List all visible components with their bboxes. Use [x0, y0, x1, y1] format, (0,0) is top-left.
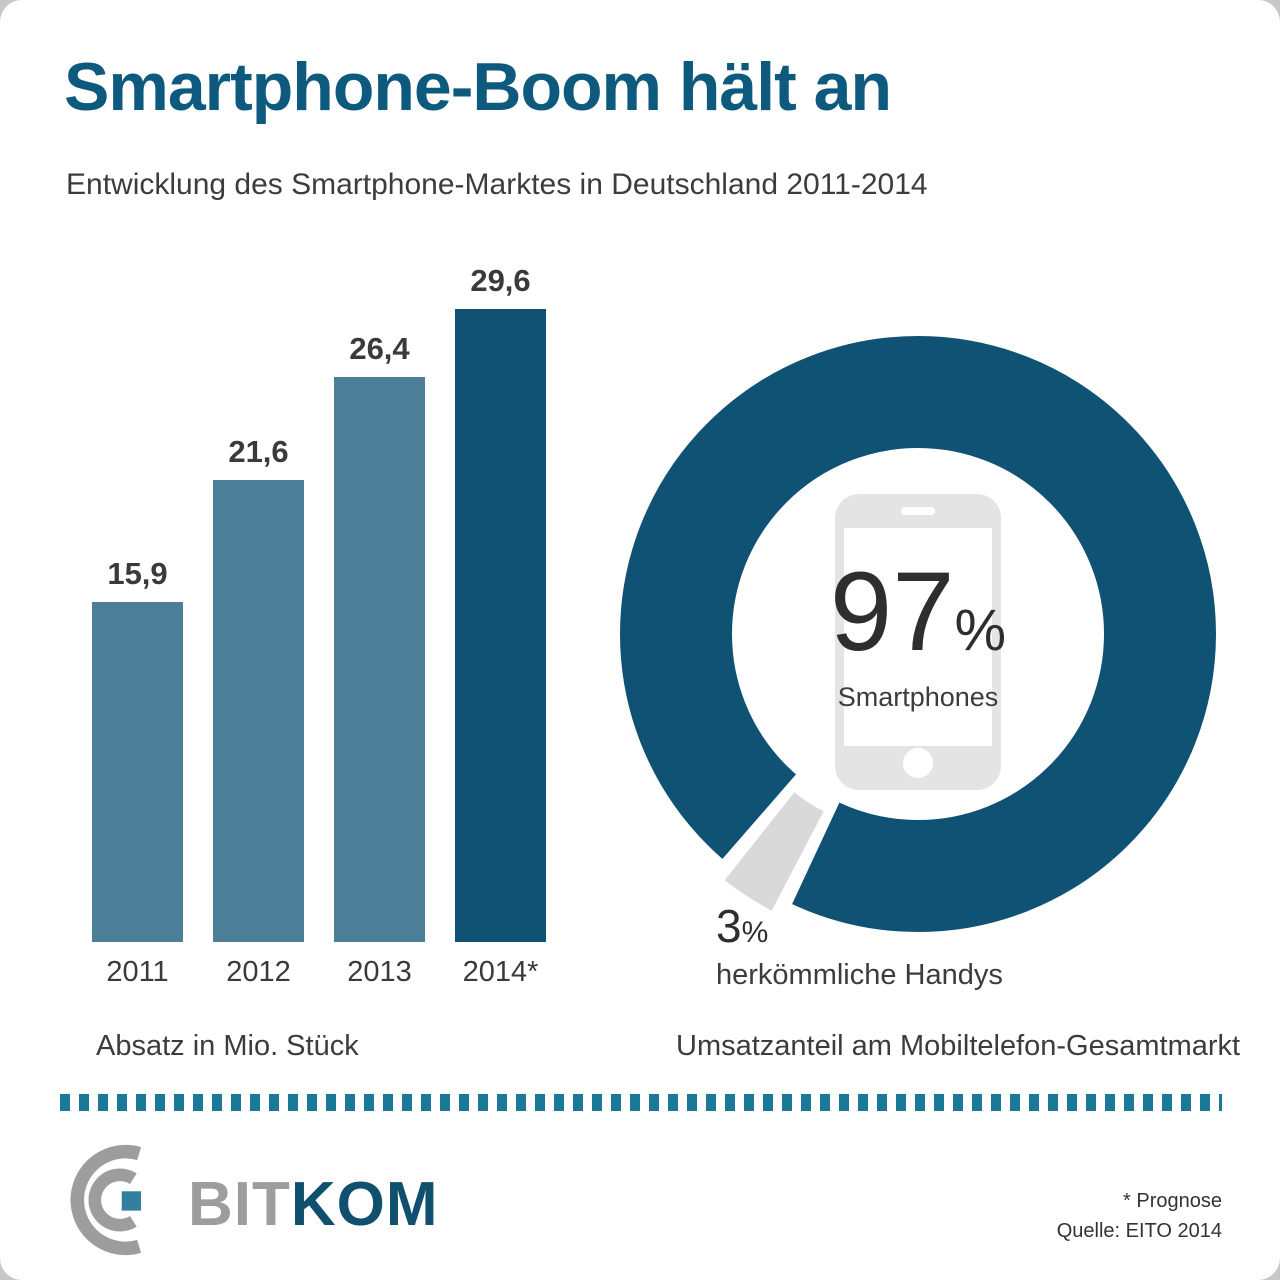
bar-category-label: 2011 — [106, 956, 169, 988]
bitkom-logo: BITKOM — [56, 1142, 439, 1258]
donut-caption: Umsatzanteil am Mobiltelefon-Gesamtmarkt — [676, 1030, 1241, 1062]
percent-sign: % — [954, 598, 1007, 663]
bar — [455, 309, 546, 942]
bar-value-label: 29,6 — [470, 263, 531, 298]
percent-sign: % — [741, 916, 769, 949]
bar-chart-bars: 15,9 2011 21,6 2012 26,4 2013 29,6 2014* — [92, 260, 546, 990]
bar-column: 26,4 2013 — [334, 331, 425, 990]
bar-column: 15,9 2011 — [92, 556, 183, 990]
smartphone-icon — [835, 494, 1001, 790]
logo-square — [121, 1191, 142, 1211]
donut-center: 97% Smartphones — [618, 334, 1218, 934]
bar-column: 29,6 2014* — [455, 263, 546, 990]
bar-value-label: 21,6 — [228, 434, 289, 469]
bar-chart-caption: Absatz in Mio. Stück — [96, 1030, 359, 1062]
donut-center-value: 97% — [829, 549, 1007, 674]
bar — [334, 377, 425, 942]
donut-slice-gap — [618, 334, 1218, 934]
donut-center-label: Smartphones — [837, 682, 999, 712]
donut-slice-smartphones — [620, 336, 1216, 932]
bar-value-label: 15,9 — [107, 556, 168, 591]
bar-value-label: 26,4 — [349, 331, 410, 366]
bitkom-logo-text: BITKOM — [188, 1169, 439, 1239]
slice-percent: 3% — [716, 900, 769, 952]
bar-category-label: 2012 — [226, 956, 291, 988]
bar-category-label: 2014* — [462, 956, 539, 988]
footnotes: * Prognose Quelle: EITO 2014 — [1057, 1186, 1222, 1246]
bar — [92, 602, 183, 942]
page-subtitle: Entwicklung des Smartphone-Marktes in De… — [66, 168, 928, 201]
donut-chart: 97% Smartphones — [618, 334, 1218, 934]
footnote-prognose: * Prognose — [1123, 1190, 1222, 1212]
bar-chart: 15,9 2011 21,6 2012 26,4 2013 29,6 2014* — [92, 260, 546, 990]
bar — [213, 480, 304, 942]
bar-column: 21,6 2012 — [213, 434, 304, 990]
slice-label-text: herkömmliche Handys — [716, 959, 1003, 991]
bitkom-logo-icon — [70, 1144, 142, 1256]
footnote-source: Quelle: EITO 2014 — [1056, 1220, 1222, 1242]
donut-slice-handys-label: 3% herkömmliche Handys — [716, 903, 1003, 992]
page-title: Smartphone-Boom hält an — [64, 49, 892, 125]
dashed-divider — [60, 1094, 1222, 1111]
bar-category-label: 2013 — [347, 956, 412, 988]
donut-ring — [618, 334, 1218, 934]
